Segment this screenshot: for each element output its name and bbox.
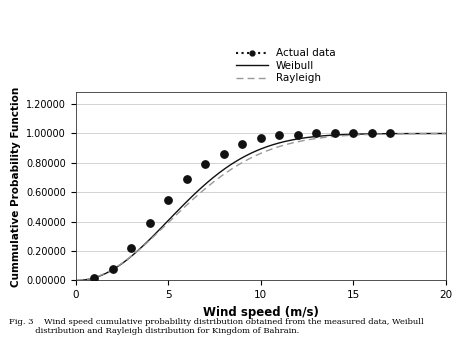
Point	[128, 245, 135, 251]
Point	[349, 131, 357, 136]
Point	[146, 220, 154, 226]
Point	[91, 275, 98, 280]
Legend: Actual data, Weibull, Rayleigh: Actual data, Weibull, Rayleigh	[237, 48, 336, 83]
Point	[238, 141, 246, 146]
Point	[183, 176, 191, 182]
Point	[257, 135, 264, 141]
Point	[275, 132, 283, 138]
Point	[312, 131, 320, 136]
Point	[220, 151, 228, 157]
Point	[368, 131, 375, 136]
Point	[386, 131, 394, 136]
Point	[201, 162, 209, 167]
Point	[164, 197, 172, 202]
Text: Fig. 3    Wind speed cumulative probability distribution obtained from the measu: Fig. 3 Wind speed cumulative probability…	[9, 318, 424, 335]
Point	[109, 266, 117, 272]
Y-axis label: Cummulative Probability Function: Cummulative Probability Function	[11, 86, 21, 287]
Point	[331, 131, 338, 136]
Point	[294, 132, 301, 138]
X-axis label: Wind speed (m/s): Wind speed (m/s)	[203, 306, 319, 319]
